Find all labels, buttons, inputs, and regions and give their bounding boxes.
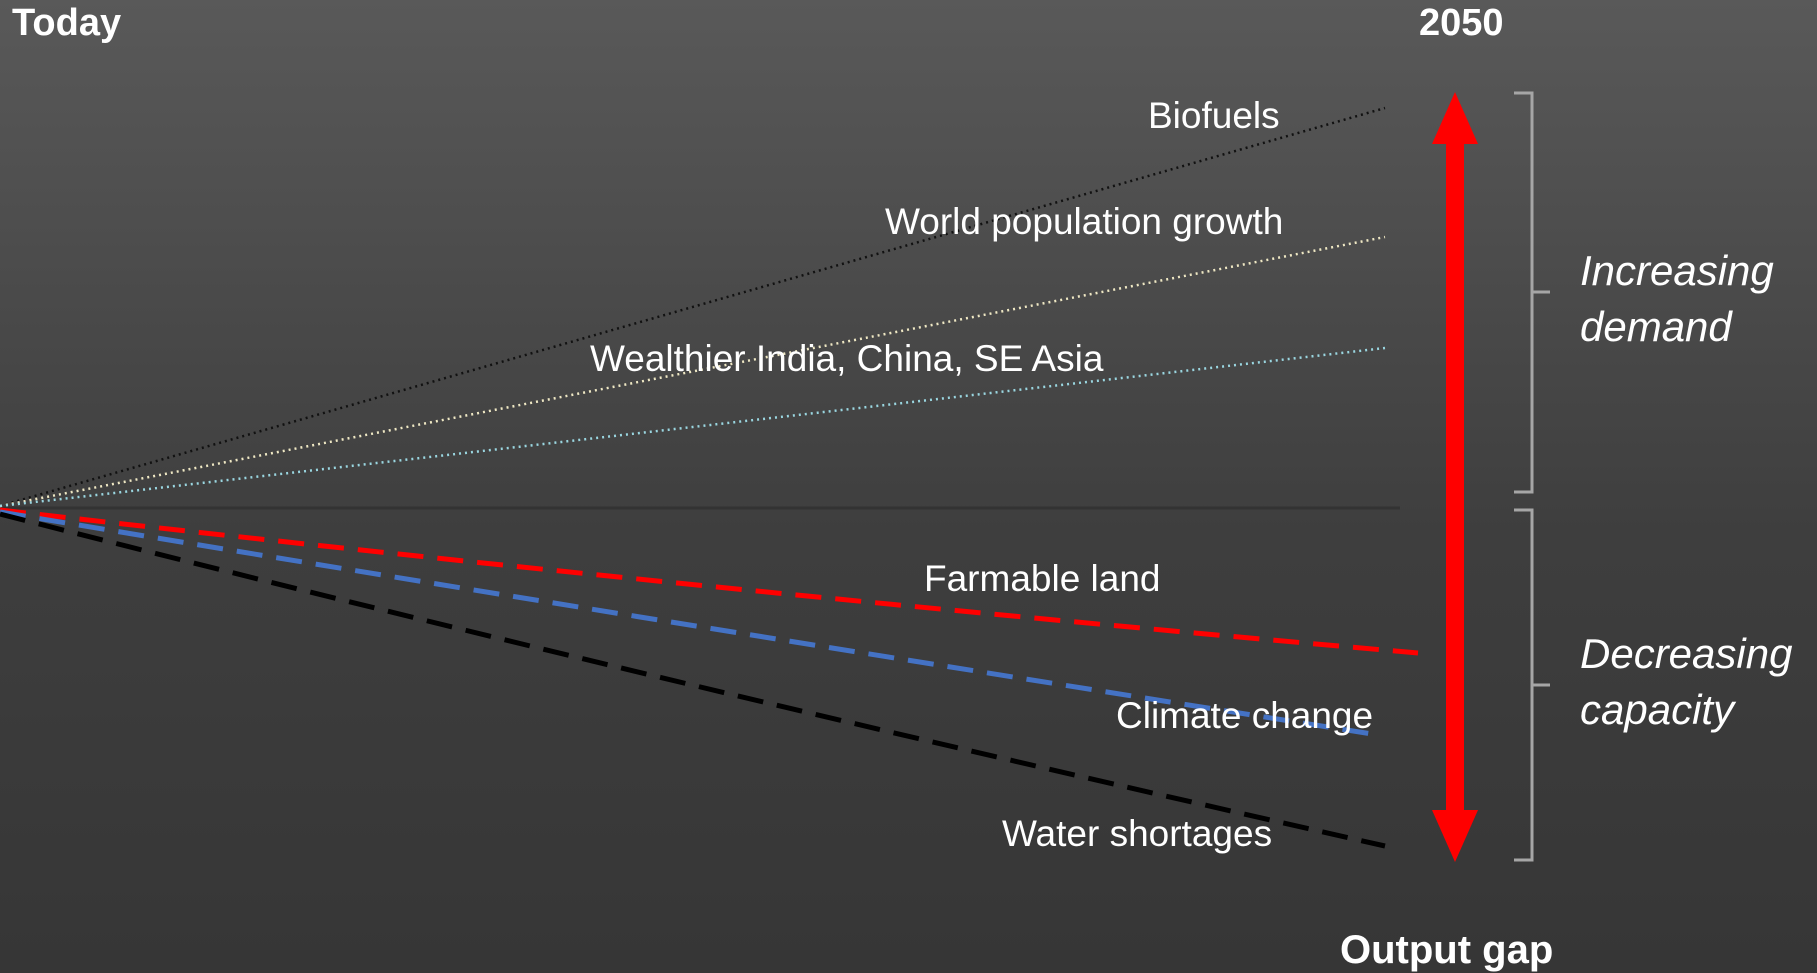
output-gap-arrow xyxy=(1432,92,1478,862)
decreasing-capacity-line2: capacity xyxy=(1580,686,1735,733)
decreasing-capacity-line1: Decreasing xyxy=(1580,630,1793,677)
biofuels-line xyxy=(0,106,1386,508)
farmable-land-line xyxy=(0,507,1419,656)
decreasing-capacity-label: Decreasing capacity xyxy=(1580,626,1792,738)
increasing-demand-line2: demand xyxy=(1580,303,1732,350)
wealthier-asia-label: Wealthier India, China, SE Asia xyxy=(590,338,1104,379)
water-shortages-label: Water shortages xyxy=(1002,813,1273,854)
output-gap-label: Output gap xyxy=(1340,928,1554,972)
increasing-demand-bracket xyxy=(1514,91,1550,494)
today-label: Today xyxy=(12,2,122,44)
climate-change-line xyxy=(0,509,1373,737)
climate-change-label: Climate change xyxy=(1116,695,1374,736)
farmable-land-label: Farmable land xyxy=(924,558,1161,599)
population-growth-line xyxy=(0,235,1386,508)
decreasing-capacity-bracket xyxy=(1514,508,1550,862)
water-shortages-line xyxy=(0,511,1386,849)
increasing-demand-label: Increasing demand xyxy=(1580,243,1774,355)
increasing-demand-line1: Increasing xyxy=(1580,247,1774,294)
year-2050-label: 2050 xyxy=(1419,2,1504,44)
wealthier-asia-line xyxy=(0,346,1386,508)
population-growth-label: World population growth xyxy=(885,201,1284,242)
biofuels-label: Biofuels xyxy=(1148,95,1280,136)
